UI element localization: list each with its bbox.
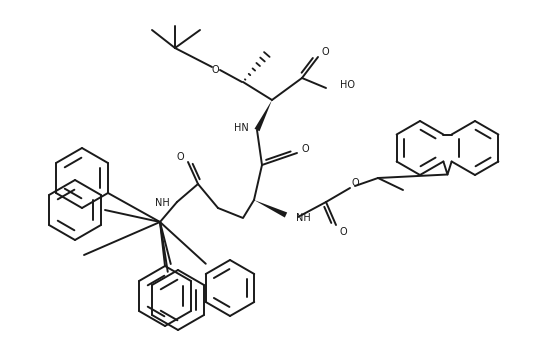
Text: O: O: [321, 47, 329, 57]
Text: O: O: [301, 144, 309, 154]
Text: O: O: [211, 65, 219, 75]
Polygon shape: [254, 100, 272, 131]
Polygon shape: [254, 200, 287, 218]
Text: HO: HO: [340, 80, 355, 90]
Text: O: O: [176, 152, 184, 162]
Text: NH: NH: [156, 198, 170, 208]
Text: O: O: [339, 227, 347, 237]
Text: O: O: [351, 178, 359, 188]
Text: HN: HN: [234, 123, 249, 133]
Text: NH: NH: [296, 213, 310, 223]
